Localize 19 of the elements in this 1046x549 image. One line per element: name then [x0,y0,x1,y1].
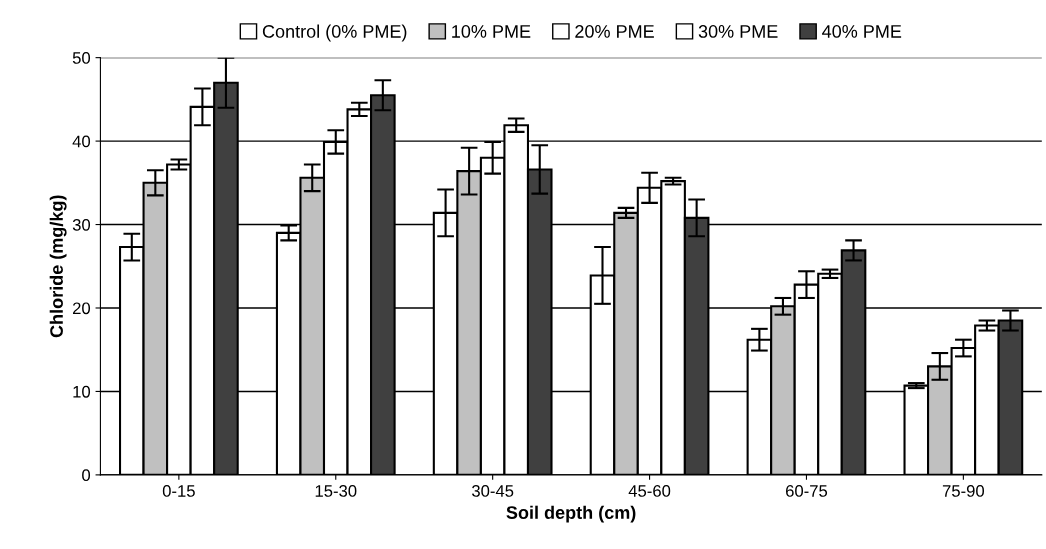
y-tick-label: 0 [82,469,91,482]
legend-label: Control (0% PME) [262,24,407,42]
x-tick-label: 0-15 [162,485,195,497]
x-tick-label: 60-75 [786,485,828,497]
y-tick-label: 20 [73,302,91,315]
y-tick-label: 50 [72,52,91,64]
legend-label: 10% PME [452,25,531,38]
y-axis-title: Chloride (mg/kg) [49,195,67,338]
y-tick-label: 30 [72,218,91,231]
legend-label: 40% PME [822,25,902,38]
x-tick-label: 15-30 [315,485,357,497]
x-tick-label: 75-90 [942,485,985,497]
x-axis-title: Soil depth (cm) [506,505,636,523]
x-tick-label: 30-45 [471,485,514,497]
legend-label: 30% PME [698,25,778,38]
y-tick-label: 40 [72,135,91,148]
legend-label: 20% PME [575,25,654,38]
y-tick-label: 10 [73,385,91,398]
x-tick-label: 45-60 [628,485,671,497]
